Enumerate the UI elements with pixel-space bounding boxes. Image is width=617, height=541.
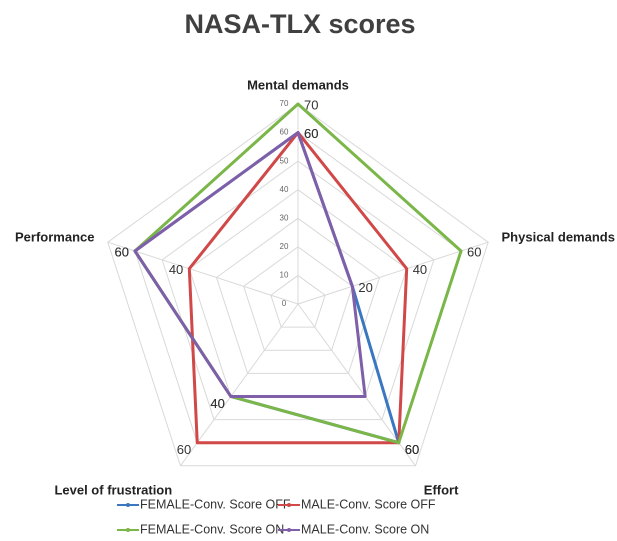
r-tick-label: 20	[280, 242, 289, 251]
legend-label: MALE-Conv. Score OFF	[301, 497, 436, 511]
series-line	[133, 131, 367, 398]
data-label: 60	[114, 244, 128, 259]
grid-ring	[270, 274, 326, 328]
data-label: 40	[169, 262, 183, 277]
legend-label: FEMALE-Conv. Score ON	[140, 522, 284, 536]
spoke	[107, 241, 299, 305]
data-label: 60	[467, 244, 481, 259]
spoke	[297, 303, 416, 467]
data-label: 40	[210, 396, 224, 411]
grid-ring	[107, 103, 489, 467]
legend-marker	[287, 528, 291, 532]
legend-marker	[126, 528, 130, 532]
data-label: 40	[413, 262, 427, 277]
axis-label: Effort	[424, 483, 459, 498]
legend-marker	[287, 503, 291, 507]
legend-label: MALE-Conv. Score ON	[301, 522, 429, 536]
axis-label: Level of frustration	[54, 483, 172, 498]
grid-ring	[215, 217, 381, 374]
data-label: 60	[405, 442, 419, 457]
data-label: 60	[177, 442, 191, 457]
legend-label: FEMALE-Conv. Score OFF	[140, 497, 291, 511]
spoke	[297, 241, 489, 305]
series-line	[133, 102, 463, 445]
chart-title: NASA-TLX scores	[184, 9, 415, 39]
r-tick-label: 10	[280, 271, 289, 280]
r-tick-label: 70	[280, 99, 289, 108]
data-label: 60	[405, 442, 419, 457]
grid-ring	[161, 160, 435, 421]
series-line	[187, 131, 409, 445]
data-label: 20	[358, 280, 372, 295]
data-label: 60	[304, 126, 318, 141]
axis-label: Performance	[15, 229, 94, 244]
data-label: 70	[304, 97, 318, 112]
data-label: 60	[304, 126, 318, 141]
data-label: 60	[114, 244, 128, 259]
r-tick-label: 60	[280, 128, 289, 137]
r-tick-label: 50	[280, 156, 289, 165]
legend-marker	[126, 503, 130, 507]
axis-label: Physical demands	[502, 229, 615, 244]
r-tick-label: 40	[280, 185, 289, 194]
data-label: 40	[210, 396, 224, 411]
axis-label: Mental demands	[247, 77, 349, 92]
r-tick-label: 0	[282, 299, 287, 308]
spoke	[180, 303, 299, 467]
grid-ring	[243, 246, 353, 351]
data-label: 60	[405, 442, 419, 457]
r-tick-label: 30	[280, 213, 289, 222]
